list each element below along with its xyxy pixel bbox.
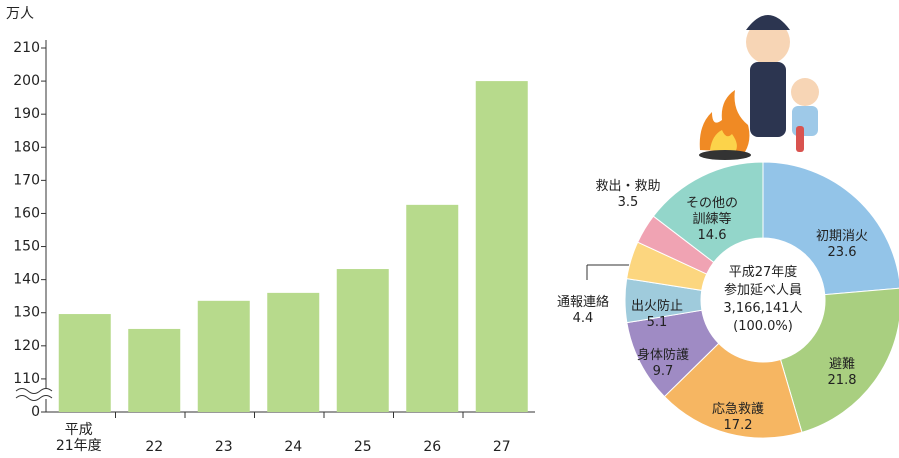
y-tick-label: 200	[13, 73, 40, 89]
x-tick-label: 23	[215, 439, 233, 455]
bar	[337, 269, 389, 412]
y-tick-label: 0	[31, 404, 40, 420]
segment-value: 4.4	[573, 311, 594, 327]
y-tick-label: 210	[13, 40, 40, 56]
segment-value: 14.6	[698, 228, 727, 244]
x-tick-label: 24	[284, 439, 302, 455]
segment-value: 17.2	[724, 418, 753, 434]
x-tick-label: 26	[423, 439, 441, 455]
y-tick-label: 150	[13, 239, 40, 255]
y-tick-label: 130	[13, 305, 40, 321]
segment-value: 9.7	[653, 364, 674, 380]
segment-label: 避難	[829, 357, 855, 373]
y-axis-label: 万人	[6, 6, 34, 22]
bar	[128, 329, 180, 412]
segment-label: 応急救護	[712, 402, 764, 418]
center-text: 平成27年度	[729, 265, 798, 281]
segment-label: 出火防止	[631, 299, 683, 315]
center-text: (100.0%)	[733, 319, 793, 335]
bar	[406, 205, 458, 412]
x-tick-label: 27	[493, 439, 511, 455]
x-tick-label: 22	[145, 439, 163, 455]
segment-value: 5.1	[647, 315, 668, 331]
segment-label: 救出・救助	[595, 179, 660, 195]
bar	[267, 293, 319, 412]
x-tick-label: 25	[354, 439, 372, 455]
segment-value: 21.8	[828, 373, 857, 389]
y-tick-label: 170	[13, 172, 40, 188]
center-text: 3,166,141人	[723, 301, 802, 317]
y-tick-label: 120	[13, 338, 40, 354]
y-tick-label: 110	[13, 371, 40, 387]
chart: 万人 0 110 120 130 140 150 160 170 180 190 200 210	[0, 0, 899, 458]
bar	[59, 314, 111, 412]
y-tick-label: 140	[13, 272, 40, 288]
bar	[198, 301, 250, 412]
y-tick-label: 190	[13, 106, 40, 122]
bar	[476, 81, 528, 412]
x-tick-label: 平成 21年度	[56, 422, 102, 454]
segment-label: 通報連絡	[557, 295, 609, 311]
center-text: 参加延べ人員	[724, 283, 802, 299]
segment-value: 23.6	[828, 245, 857, 261]
illustration	[699, 15, 819, 160]
segment-label: その他の 訓練等	[686, 196, 738, 228]
page: 万人 0 110 120 130 140 150 160 170 180 190 200 210 平成 …	[0, 0, 899, 458]
segment-label: 初期消火	[816, 229, 868, 245]
y-tick-label: 180	[13, 139, 40, 155]
donut-hole	[702, 239, 824, 361]
segment-label: 身体防護	[637, 348, 689, 364]
segment-value: 3.5	[618, 195, 639, 211]
y-tick-label: 160	[13, 205, 40, 221]
